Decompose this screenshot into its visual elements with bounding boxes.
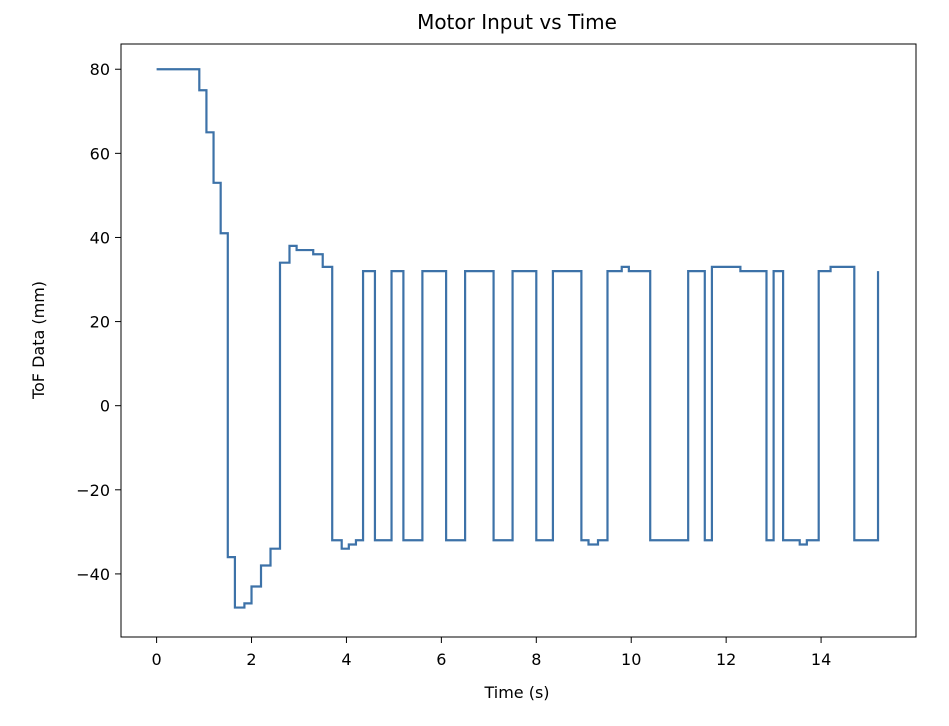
x-tick-label: 12 bbox=[716, 650, 736, 669]
x-tick-label: 14 bbox=[811, 650, 831, 669]
x-tick-label: 0 bbox=[152, 650, 162, 669]
x-tick-label: 6 bbox=[436, 650, 446, 669]
y-tick-label: 60 bbox=[90, 144, 110, 163]
y-tick-label: −40 bbox=[76, 565, 110, 584]
y-tick-label: 40 bbox=[90, 228, 110, 247]
y-axis: 80 60 40 20 0 −20 −40 bbox=[76, 60, 121, 584]
plot-area bbox=[156, 68, 880, 609]
x-tick-label: 2 bbox=[246, 650, 256, 669]
x-axis-title: Time (s) bbox=[483, 683, 549, 702]
x-tick-label: 8 bbox=[531, 650, 541, 669]
x-tick-label: 10 bbox=[621, 650, 641, 669]
chart-title: Motor Input vs Time bbox=[417, 10, 617, 34]
y-axis-title: ToF Data (mm) bbox=[29, 281, 48, 400]
y-tick-label: 20 bbox=[90, 313, 110, 332]
plot-frame bbox=[120, 43, 917, 638]
x-tick-label: 4 bbox=[341, 650, 351, 669]
x-axis: 0 2 4 6 8 10 12 14 bbox=[152, 637, 831, 669]
y-tick-label: 80 bbox=[90, 60, 110, 79]
series-line-0 bbox=[156, 68, 880, 609]
y-tick-label: −20 bbox=[76, 481, 110, 500]
y-tick-label: 0 bbox=[100, 397, 110, 416]
